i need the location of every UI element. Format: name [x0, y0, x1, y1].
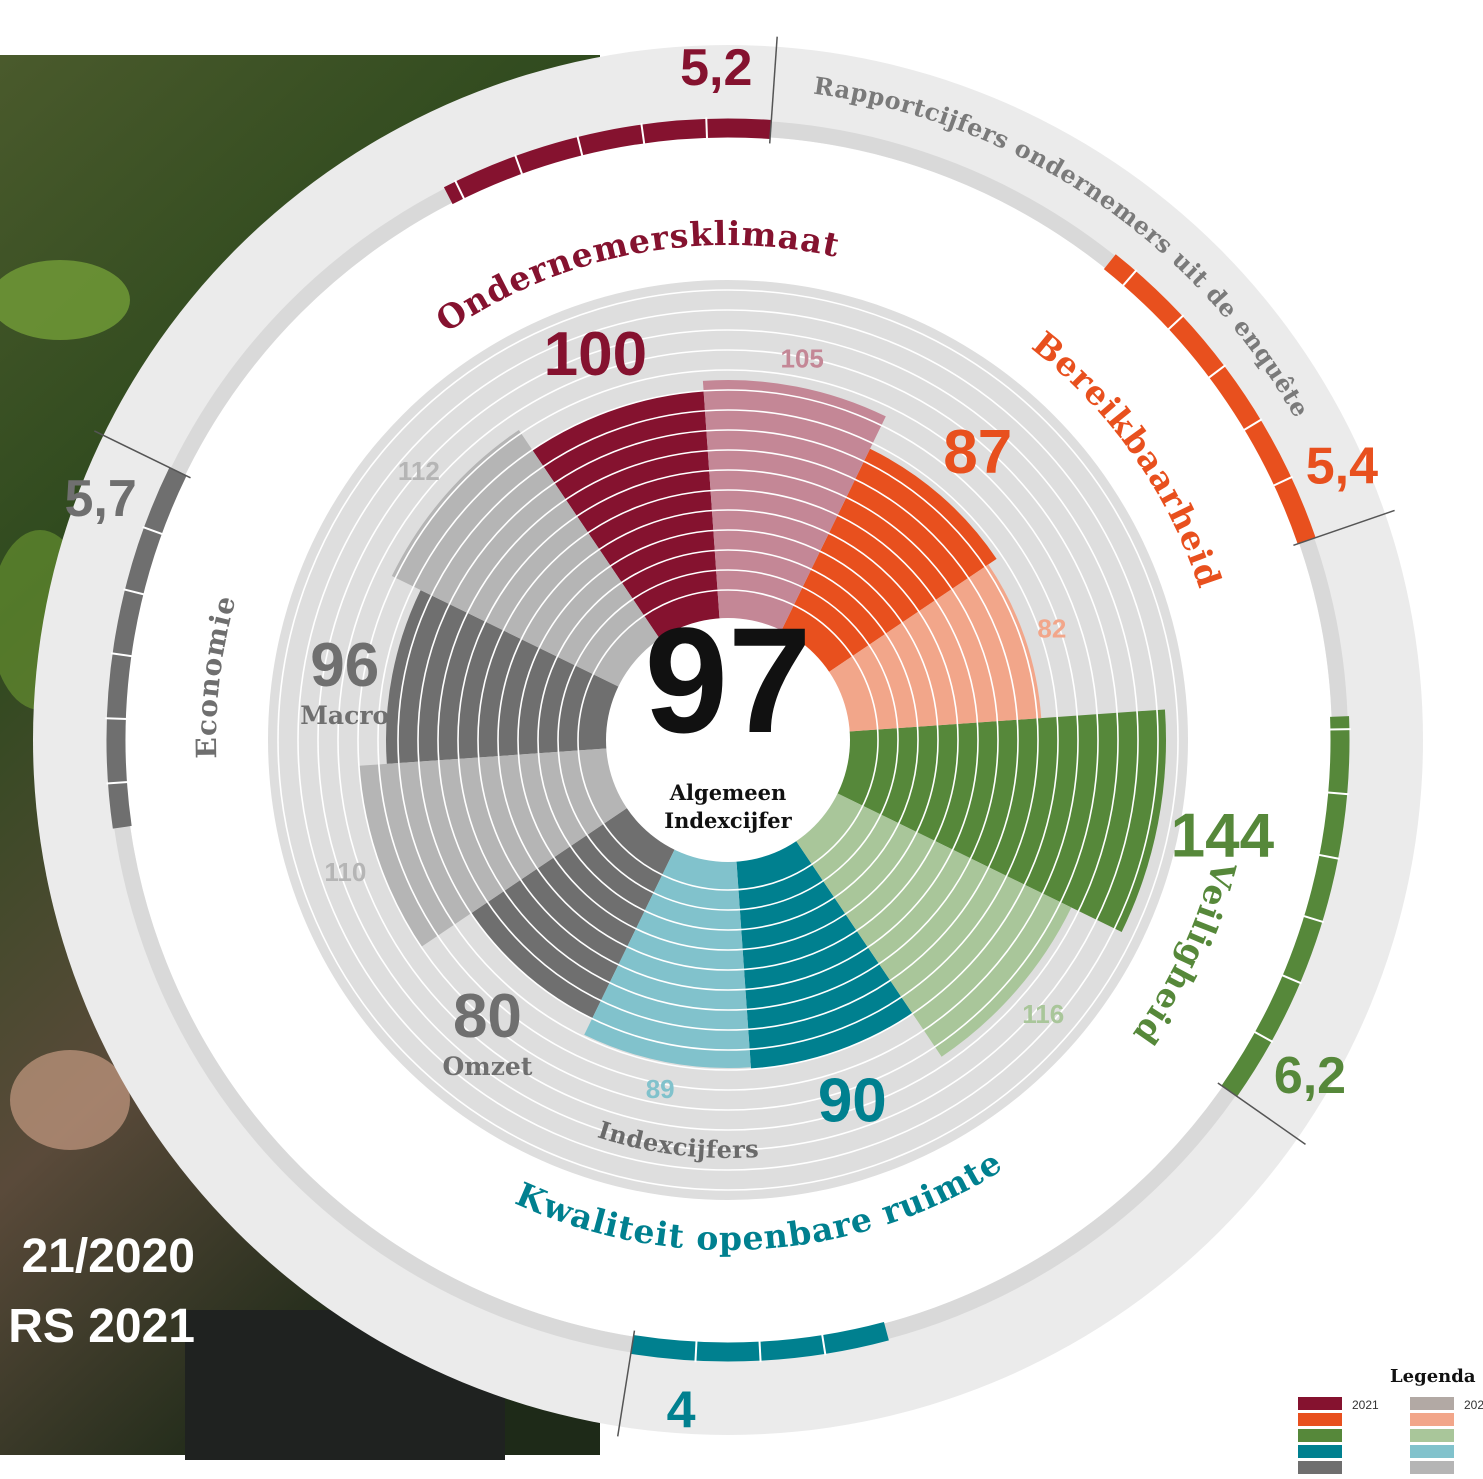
- legend-label: 2020: [1464, 1398, 1483, 1412]
- value-label: 96: [310, 631, 379, 700]
- chart-layer: 97 Algemeen Indexcijfer 100 87 144 90 80Omzet 96…: [33, 37, 1423, 1440]
- value-label: 105: [781, 343, 824, 373]
- center-value: 97: [645, 596, 812, 764]
- rating-label: 4: [667, 1381, 696, 1439]
- value-label: 116: [1022, 999, 1064, 1029]
- value-label: 80: [453, 982, 522, 1051]
- rating-divider: [759, 1340, 760, 1362]
- photo-text: RS 2021: [8, 1300, 195, 1353]
- value-label: 89: [646, 1074, 675, 1104]
- center-label: Indexcijfer: [664, 808, 792, 833]
- value-label: 90: [818, 1067, 887, 1136]
- center-label: Algemeen: [669, 780, 787, 805]
- legend-swatch: [1298, 1413, 1342, 1426]
- rating-divider: [706, 117, 707, 139]
- value-label: 110: [324, 857, 366, 887]
- photo-text: 21/2020: [21, 1230, 195, 1283]
- category-label: Macro: [300, 701, 389, 730]
- rating-label: 5,4: [1306, 438, 1378, 496]
- legend-swatch: [1410, 1461, 1454, 1474]
- legend-swatch: [1410, 1413, 1454, 1426]
- value-label: 144: [1171, 802, 1275, 871]
- photo-hand: [10, 1050, 130, 1150]
- legend-swatch: [1410, 1429, 1454, 1442]
- value-label: 87: [943, 418, 1012, 487]
- value-label: 100: [544, 320, 647, 389]
- rating-divider: [695, 1340, 696, 1362]
- category-label: Omzet: [443, 1052, 533, 1081]
- legend-label: 2021: [1352, 1398, 1379, 1412]
- value-label: 82: [1037, 613, 1066, 643]
- rating-label: 5,2: [680, 39, 752, 97]
- legend-swatch: [1298, 1445, 1342, 1458]
- rating-label: 6,2: [1274, 1047, 1346, 1105]
- rating-label: 5,7: [64, 470, 136, 528]
- legend-swatch: [1298, 1397, 1342, 1410]
- legend-swatch: [1410, 1445, 1454, 1458]
- legend-title: Legenda: [1390, 1366, 1476, 1387]
- legend-swatch: [1410, 1397, 1454, 1410]
- rating-divider: [105, 718, 127, 719]
- value-label: 112: [398, 456, 440, 486]
- legend-swatch: [1298, 1429, 1342, 1442]
- legend-swatch: [1298, 1461, 1342, 1474]
